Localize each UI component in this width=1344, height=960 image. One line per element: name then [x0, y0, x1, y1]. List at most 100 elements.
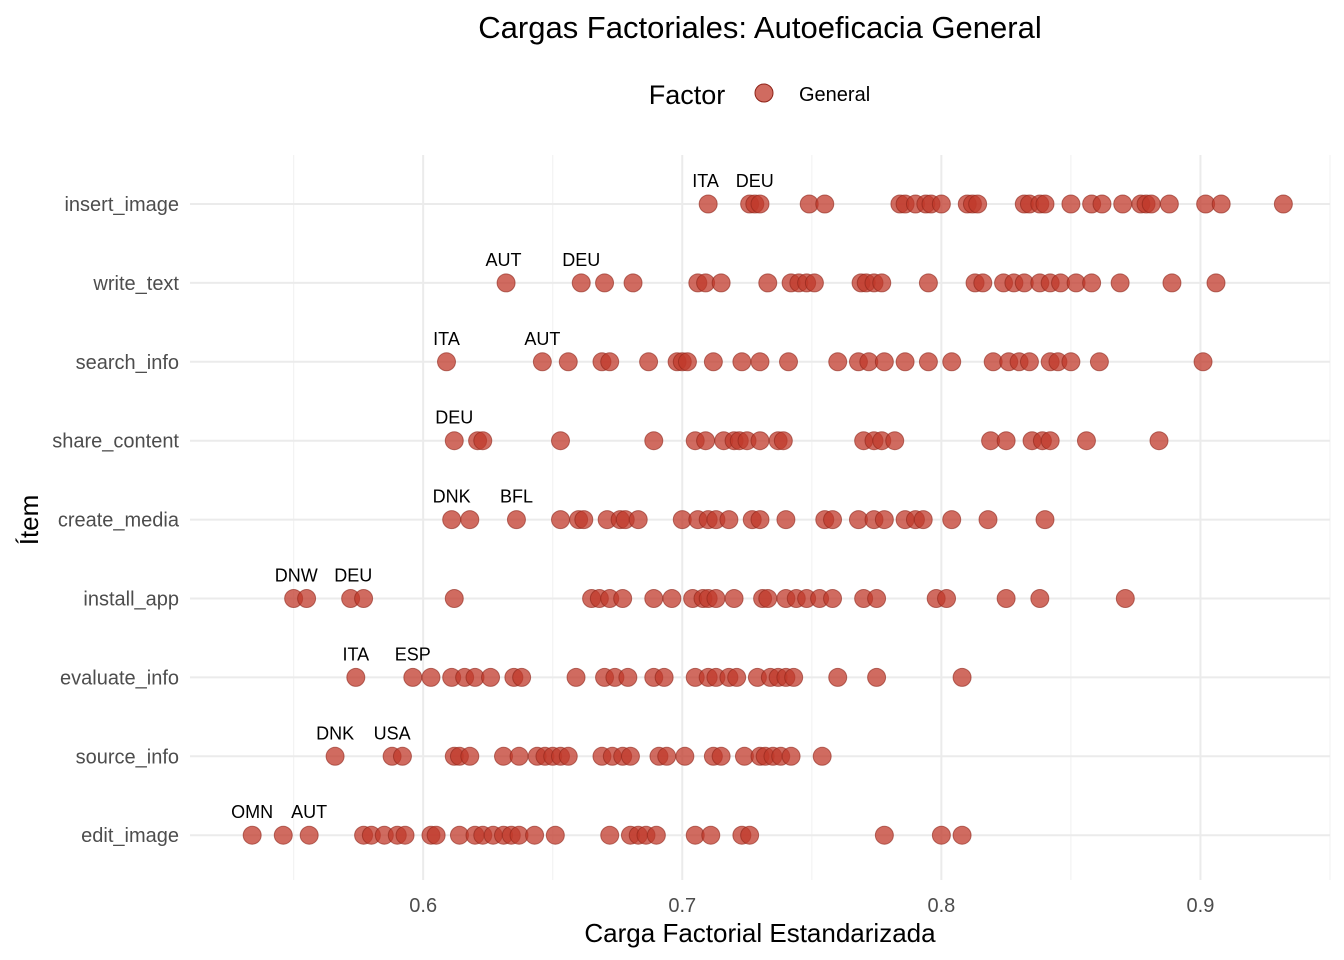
data-point [1030, 589, 1050, 608]
data-point [996, 431, 1016, 451]
data-point [657, 746, 677, 766]
data-point [460, 746, 480, 766]
legend-title: Factor [649, 80, 726, 110]
data-point [1193, 352, 1213, 372]
data-point [711, 273, 731, 293]
data-point [968, 194, 988, 214]
data-point [346, 667, 366, 687]
data-point [931, 825, 951, 845]
data-point [1092, 194, 1112, 214]
data-point [942, 352, 962, 372]
data-point [784, 667, 804, 687]
data-point [758, 273, 778, 293]
data-point [473, 431, 493, 451]
x-axis-title: Carga Factorial Estandarizada [584, 918, 936, 948]
data-point [558, 746, 578, 766]
data-point [1162, 273, 1182, 293]
data-point [773, 431, 793, 451]
data-point [724, 589, 744, 608]
point-annotation: AUT [291, 802, 327, 822]
data-point [1141, 194, 1161, 214]
data-point [750, 352, 770, 372]
data-point [442, 510, 462, 530]
data-point [867, 589, 887, 608]
point-annotation: AUT [524, 329, 560, 349]
data-point [1040, 431, 1060, 451]
data-point [1082, 273, 1102, 293]
data-point [1115, 589, 1135, 608]
y-tick-layer: insert_image write_text search_info share_c… [52, 194, 180, 847]
data-point [566, 667, 586, 687]
data-point [815, 194, 835, 214]
y-tick-label: evaluate_info [60, 667, 179, 689]
data-point [325, 746, 345, 766]
data-point [978, 510, 998, 530]
data-point [804, 273, 824, 293]
data-point [421, 667, 441, 687]
data-point [727, 667, 747, 687]
data-point [812, 746, 832, 766]
y-tick-label: write_text [92, 273, 179, 295]
x-tick-layer: 0.6 0.7 0.8 0.9 [409, 895, 1214, 917]
data-point [509, 746, 529, 766]
data-point [750, 510, 770, 530]
data-point [732, 352, 752, 372]
x-tick-label: 0.7 [668, 895, 696, 917]
data-point [242, 825, 262, 845]
data-point [532, 352, 552, 372]
data-point [706, 589, 726, 608]
data-point [623, 273, 643, 293]
data-point [426, 825, 446, 845]
data-point [506, 510, 526, 530]
data-point [297, 589, 317, 608]
data-point [779, 352, 798, 372]
data-point [1019, 352, 1039, 372]
data-point [1061, 194, 1081, 214]
annotation-layer: ITA DEU AUT DEU ITA AUT DEU DNK BFL DNW DEU ITA ESP D… [231, 171, 774, 822]
data-point [1110, 273, 1130, 293]
x-tick-label: 0.6 [409, 895, 437, 917]
x-tick-label: 0.9 [1187, 895, 1215, 917]
point-annotation: ITA [342, 644, 369, 664]
data-point [711, 746, 731, 766]
point-annotation: ESP [395, 644, 431, 664]
y-tick-label: install_app [83, 589, 179, 611]
data-point [701, 825, 721, 845]
data-point [750, 194, 770, 214]
x-tick-label: 0.8 [927, 895, 955, 917]
data-point [1035, 510, 1055, 530]
data-point [639, 352, 659, 372]
data-point [273, 825, 293, 845]
data-point [931, 194, 951, 214]
data-point [444, 431, 464, 451]
data-point [823, 589, 843, 608]
data-point [828, 667, 848, 687]
data-point [600, 825, 620, 845]
data-point [895, 352, 915, 372]
data-point [646, 825, 666, 845]
data-point [1089, 352, 1109, 372]
legend-key-marker [754, 83, 774, 103]
data-point [644, 431, 664, 451]
data-point [1113, 194, 1133, 214]
point-annotation: AUT [486, 250, 522, 270]
data-point [918, 273, 938, 293]
y-tick-label: search_info [76, 352, 179, 374]
point-annotation: DEU [334, 566, 372, 586]
data-point [781, 746, 801, 766]
data-point [758, 589, 778, 608]
data-point [662, 589, 682, 608]
data-point [874, 352, 894, 372]
data-point [1159, 194, 1179, 214]
data-point [460, 510, 480, 530]
data-point [874, 825, 894, 845]
data-point [545, 825, 565, 845]
data-point [1035, 194, 1055, 214]
data-point [942, 510, 962, 530]
data-point [973, 273, 993, 293]
point-annotation: ITA [433, 329, 460, 349]
data-point [654, 667, 674, 687]
data-point [952, 667, 972, 687]
data-point [618, 667, 638, 687]
data-point [703, 352, 723, 372]
